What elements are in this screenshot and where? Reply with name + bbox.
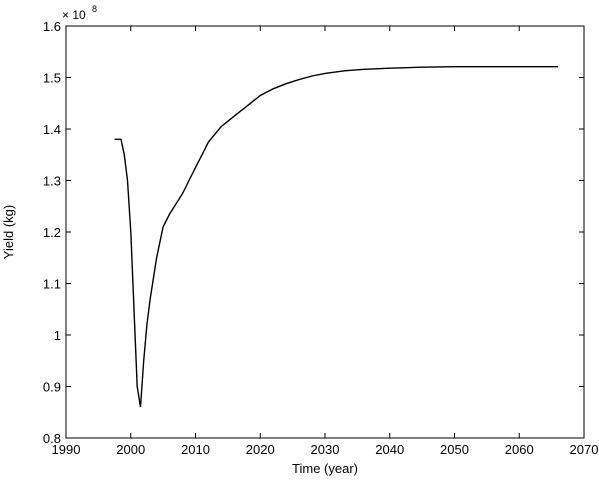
y-tick-label: 0.9 — [43, 380, 61, 395]
x-tick-label: 2010 — [181, 442, 210, 457]
y-axis-ticks: 0.8 0.9 1 1.1 1.2 1.3 1.4 1.5 1.6 — [43, 19, 584, 446]
x-axis-label: Time (year) — [292, 461, 358, 476]
x-tick-label: 2040 — [375, 442, 404, 457]
y-tick-label: 1 — [54, 328, 61, 343]
x-tick-label: 2030 — [311, 442, 340, 457]
y-tick-label: 0.8 — [43, 431, 61, 446]
y-tick-label: 1.5 — [43, 71, 61, 86]
y-axis-label: Yield (kg) — [1, 205, 16, 259]
y-tick-label: 1.1 — [43, 277, 61, 292]
yield-series-line — [114, 66, 559, 408]
x-tick-label: 2070 — [570, 442, 599, 457]
plot-area — [65, 25, 585, 439]
y-tick-label: 1.3 — [43, 174, 61, 189]
x-tick-label: 2050 — [440, 442, 469, 457]
y-tick-label: 1.2 — [43, 225, 61, 240]
x-tick-label: 1990 — [52, 442, 81, 457]
x-tick-label: 2000 — [116, 442, 145, 457]
x-tick-label: 2020 — [246, 442, 275, 457]
y-tick-label: 1.6 — [43, 19, 61, 34]
y-multiplier-base: × 10 — [62, 8, 86, 22]
x-axis-ticks: 1990 2000 2010 2020 2030 2040 2050 2060 2070 — [52, 26, 599, 457]
y-tick-label: 1.4 — [43, 122, 61, 137]
x-tick-label: 2060 — [505, 442, 534, 457]
y-multiplier-exponent: 8 — [92, 4, 97, 14]
